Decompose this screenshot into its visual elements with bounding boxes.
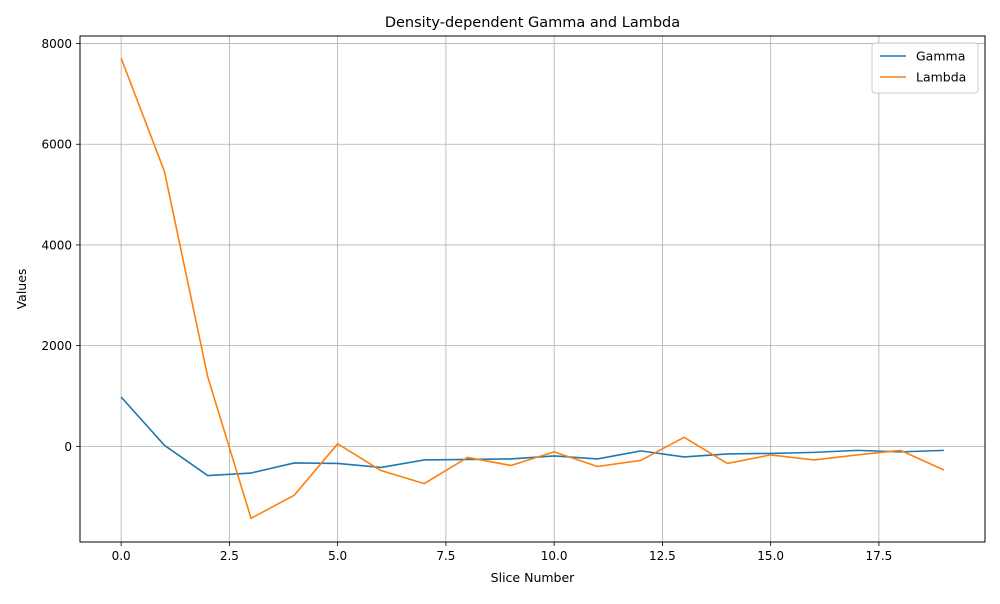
series-line-gamma	[120, 396, 944, 477]
x-tick-label: 15.0	[757, 549, 784, 563]
axis-ticks: 0.0 2.5 5.0 7.5 10.0 12.5 15.0 17.5 0 2000 4000 600…	[41, 37, 892, 563]
x-tick-label: 7.5	[436, 549, 455, 563]
legend-label-lambda: Lambda	[916, 70, 966, 85]
grid	[80, 36, 985, 542]
x-axis-label: Slice Number	[491, 570, 575, 585]
x-tick-label: 17.5	[866, 549, 893, 563]
series-line-lambda	[120, 57, 945, 520]
x-tick-label: 0.0	[112, 549, 131, 563]
x-tick-label: 5.0	[328, 549, 347, 563]
plot-frame	[79, 35, 986, 543]
y-tick-label: 2000	[41, 339, 72, 353]
legend: Gamma Lambda	[871, 42, 979, 94]
x-tick-label: 10.0	[541, 549, 568, 563]
y-tick-label: 4000	[41, 238, 72, 252]
series-lines	[120, 57, 945, 520]
y-tick-label: 8000	[41, 37, 72, 51]
chart-title: Density-dependent Gamma and Lambda	[385, 15, 680, 31]
y-axis-label: Values	[14, 269, 29, 310]
y-tick-label: 0	[64, 440, 72, 454]
x-tick-label: 12.5	[649, 549, 676, 563]
x-tick-label: 2.5	[220, 549, 239, 563]
legend-label-gamma: Gamma	[916, 49, 965, 64]
y-tick-label: 6000	[41, 138, 72, 152]
